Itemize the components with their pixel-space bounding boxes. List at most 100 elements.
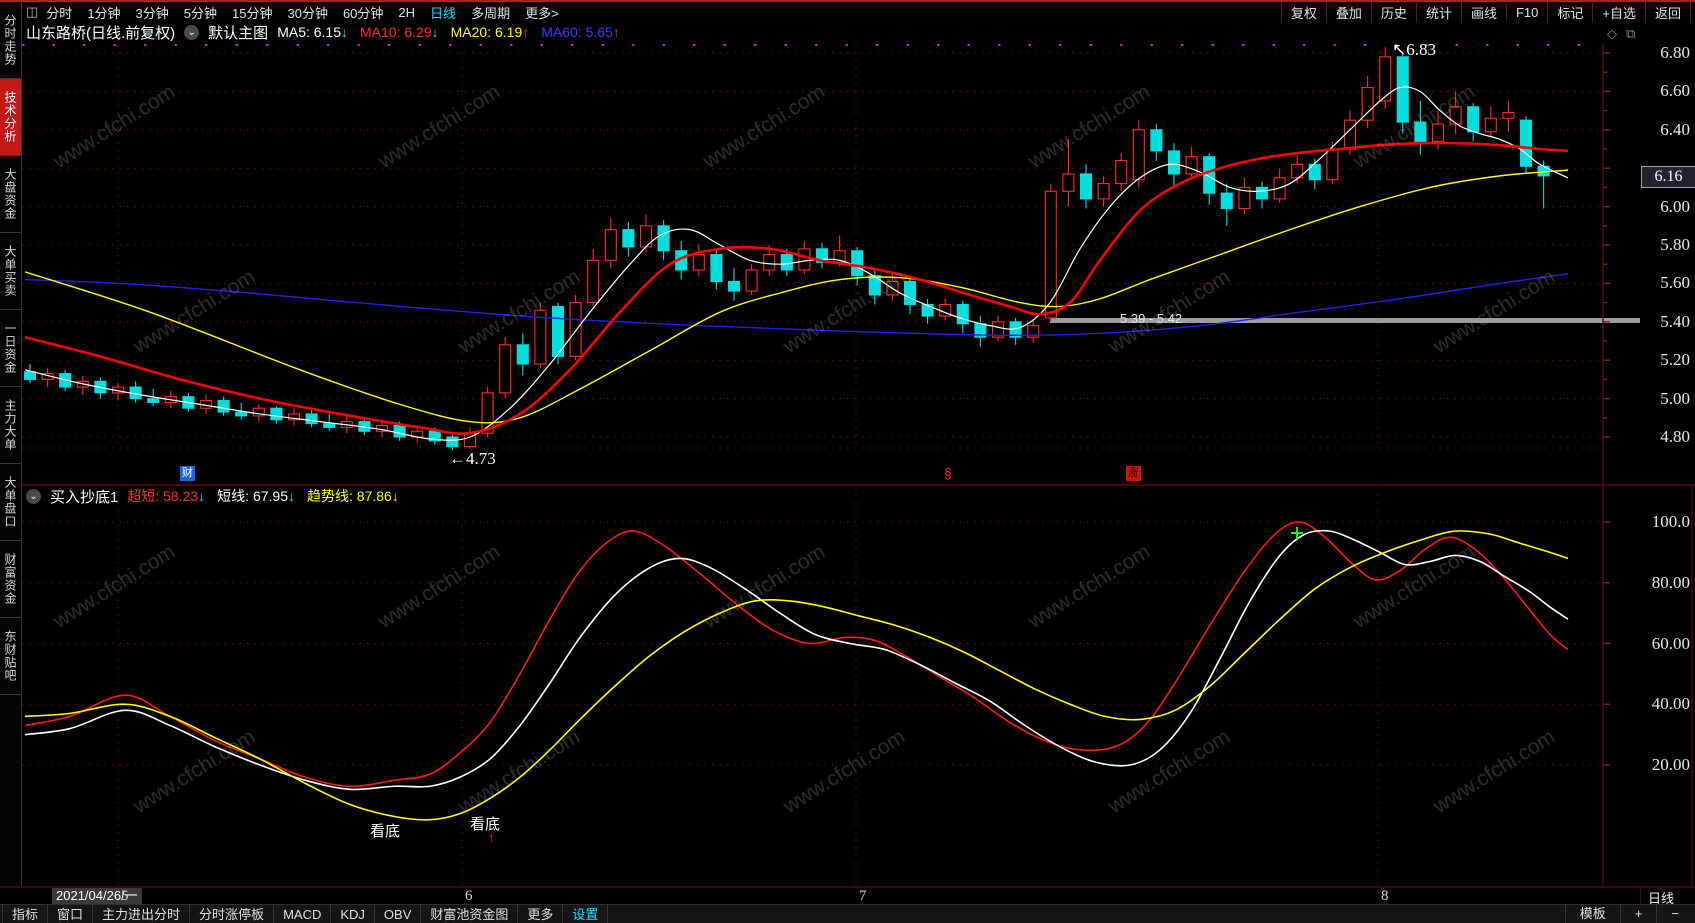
toolbar-item[interactable]: MACD bbox=[274, 905, 332, 923]
template-toolbar: 模板 + − bbox=[1564, 904, 1693, 923]
period-menu: 分时 1分钟 3分钟 5分钟 15分钟 30分钟 60分钟 2H 日线 多周期 更多> bbox=[46, 3, 558, 22]
tool-menu-item[interactable]: 历史 bbox=[1370, 1, 1416, 23]
price-axis-label: 6.60 bbox=[1660, 81, 1690, 101]
bottom-signal-label: 看底 bbox=[470, 816, 501, 833]
toolbar-item[interactable]: 主力进出分时 bbox=[93, 905, 191, 923]
axis-separator bbox=[1640, 887, 1641, 904]
period-menu-item[interactable]: 分时 bbox=[46, 5, 73, 21]
period-menu-item[interactable]: 2H bbox=[398, 4, 416, 20]
price-axis-label: 6.80 bbox=[1660, 43, 1690, 62]
gap-range-label: 5.39 - 5.42 bbox=[1120, 311, 1183, 326]
template-toolbar-item[interactable]: 模板 bbox=[1564, 904, 1620, 923]
sidebar-tab[interactable]: 主力大单 bbox=[0, 387, 21, 464]
price-axis-label: 5.80 bbox=[1660, 235, 1690, 254]
tool-menu-item[interactable]: 画线 bbox=[1460, 1, 1506, 23]
toolbar-item[interactable]: OBV bbox=[375, 905, 422, 923]
ma-value: MA10: 6.29↓ bbox=[360, 24, 439, 40]
trend-arrow-icon: ↓ bbox=[198, 488, 206, 504]
tool-menu-item[interactable]: 返回 bbox=[1644, 1, 1691, 23]
period-label: 日线 bbox=[1648, 891, 1675, 906]
window-layout-icon[interactable]: ◫ bbox=[26, 4, 39, 19]
ma-values: MA5: 6.15↓ MA10: 6.29↓ MA20: 6.19↑ MA60: 5.… bbox=[277, 24, 620, 40]
ma-value: MA60: 5.65↑ bbox=[541, 24, 620, 40]
period-menu-item[interactable]: 更多> bbox=[525, 5, 559, 21]
toolbar-item[interactable]: 窗口 bbox=[48, 905, 94, 923]
toolbar-item[interactable]: KDJ bbox=[331, 905, 375, 923]
indicator-toolbar: 指标 窗口 主力进出分时 分时涨停板 MACD KDJ OBV 财富池资金图 更多 设置 bbox=[0, 904, 1695, 923]
month-label: 7 bbox=[859, 888, 867, 904]
top-border bbox=[0, 0, 1695, 2]
indicator-axis-label: 80.00 bbox=[1651, 572, 1690, 592]
period-menu-item[interactable]: 1分钟 bbox=[87, 5, 121, 21]
date-axis-bar: 2021/04/26/一 5 6 7 8 日线 bbox=[0, 888, 1695, 906]
left-sidebar: 分时走势 技术分析 大盘资金 大单买卖 一日资金 主力大单 大单盘口 财富资金 东财贴吧 bbox=[0, 2, 22, 887]
indicator-field: 短线: 67.95↓ bbox=[217, 488, 295, 504]
period-menu-item[interactable]: 15分钟 bbox=[232, 5, 273, 21]
price-axis-label: 6.00 bbox=[1660, 196, 1690, 216]
tool-menu-item[interactable]: F10 bbox=[1505, 3, 1547, 21]
diamond-icon[interactable]: ◇ bbox=[1607, 26, 1617, 41]
trend-arrow-icon: ↓ bbox=[288, 488, 295, 504]
symbol-title: 山东路桥(日线.前复权) bbox=[26, 24, 176, 42]
tool-menu-item[interactable]: 标记 bbox=[1547, 1, 1592, 23]
chevron-down-icon[interactable]: ⌄ bbox=[184, 24, 200, 40]
trend-arrow-icon: ↓ bbox=[431, 24, 439, 40]
sidebar-tab[interactable]: 财富资金 bbox=[0, 541, 21, 618]
period-menu-item[interactable]: 5分钟 bbox=[183, 5, 218, 21]
overlap-window-icon[interactable]: ⧉ bbox=[1626, 26, 1636, 41]
template-toolbar-item[interactable]: − bbox=[1656, 904, 1693, 923]
indicator-axis-label: 20.00 bbox=[1651, 755, 1690, 774]
rise-badge: 涨 bbox=[1126, 466, 1141, 481]
ma-value: MA20: 6.19↑ bbox=[450, 24, 530, 40]
period-menu-item[interactable]: 3分钟 bbox=[135, 5, 169, 21]
price-axis-label: 5.40 bbox=[1660, 311, 1690, 331]
toolbar-item[interactable]: 指标 bbox=[2, 905, 49, 923]
toolbar-item[interactable]: 设置 bbox=[563, 905, 609, 923]
indicator-header: ⌄ 买入抄底1 超短: 58.23↓ 短线: 67.95↓ 趋势线: 87.86↓ bbox=[26, 486, 399, 506]
sidebar-tab[interactable]: 大单买卖 bbox=[0, 233, 21, 310]
trend-arrow-icon: ↓ bbox=[341, 24, 349, 40]
chevron-down-icon[interactable]: ⌄ bbox=[26, 488, 41, 504]
tool-menu-item[interactable]: 统计 bbox=[1415, 1, 1461, 23]
chart-title-bar: 山东路桥(日线.前复权) ⌄ 默认主图 MA5: 6.15↓ MA10: 6.29… bbox=[26, 22, 620, 42]
template-toolbar-item[interactable]: + bbox=[1619, 904, 1657, 923]
tools-menu: 复权 叠加 历史 统计 画线 F10 标记 +自选 返回 bbox=[1280, 1, 1691, 23]
tool-menu-item[interactable]: 叠加 bbox=[1325, 1, 1371, 23]
month-label: 8 bbox=[1381, 888, 1389, 904]
sidebar-tab[interactable]: 大盘资金 bbox=[0, 156, 21, 233]
month-label: 5 bbox=[121, 888, 129, 904]
sidebar-tab[interactable]: 分时走势 bbox=[0, 2, 21, 79]
toolbar-item[interactable]: 更多 bbox=[518, 905, 564, 923]
toolbar-item[interactable]: 财富池资金图 bbox=[421, 905, 519, 923]
period-menu-item[interactable]: 日线 bbox=[430, 5, 457, 21]
tool-menu-item[interactable]: +自选 bbox=[1592, 1, 1645, 23]
indicator-axis-label: 100.0 bbox=[1651, 512, 1690, 531]
main-chart-label: 默认主图 bbox=[208, 24, 269, 42]
indicator-name: 买入抄底1 bbox=[50, 488, 119, 506]
price-axis-label: 5.20 bbox=[1660, 350, 1690, 370]
sidebar-tab[interactable]: 大单盘口 bbox=[0, 464, 21, 541]
price-axis-label: 4.80 bbox=[1660, 427, 1690, 446]
indicator-axis-label: 60.00 bbox=[1651, 633, 1690, 653]
indicator-values: 超短: 58.23↓ 短线: 67.95↓ 趋势线: 87.86↓ bbox=[127, 486, 398, 506]
bottom-signal-label: 看底 bbox=[370, 823, 401, 840]
indicator-field: 趋势线: 87.86↓ bbox=[307, 488, 399, 504]
tool-menu-item[interactable]: 复权 bbox=[1280, 1, 1326, 23]
price-axis-label: 5.60 bbox=[1660, 273, 1690, 293]
toolbar-item[interactable]: 分时涨停板 bbox=[190, 905, 275, 923]
high-price-annotation: ↖6.83 bbox=[1392, 40, 1436, 59]
sidebar-tab[interactable]: 一日资金 bbox=[0, 310, 21, 387]
period-menu-item[interactable]: 多周期 bbox=[471, 5, 511, 21]
buy-arrow-icon: ↑ bbox=[488, 829, 495, 845]
sidebar-tab[interactable]: 技术分析 bbox=[0, 79, 21, 156]
low-price-annotation: ←4.73 bbox=[449, 449, 496, 468]
price-axis-label: 5.00 bbox=[1660, 388, 1690, 408]
fortune-badge[interactable]: 财 bbox=[180, 466, 195, 481]
sidebar-tab[interactable]: 东财贴吧 bbox=[0, 618, 21, 695]
period-menu-item[interactable]: 60分钟 bbox=[342, 5, 384, 21]
current-price-tag: 6.16 bbox=[1641, 166, 1695, 188]
period-menu-item[interactable]: 30分钟 bbox=[287, 5, 328, 21]
start-date-label: 2021/04/26/一 bbox=[52, 888, 142, 904]
